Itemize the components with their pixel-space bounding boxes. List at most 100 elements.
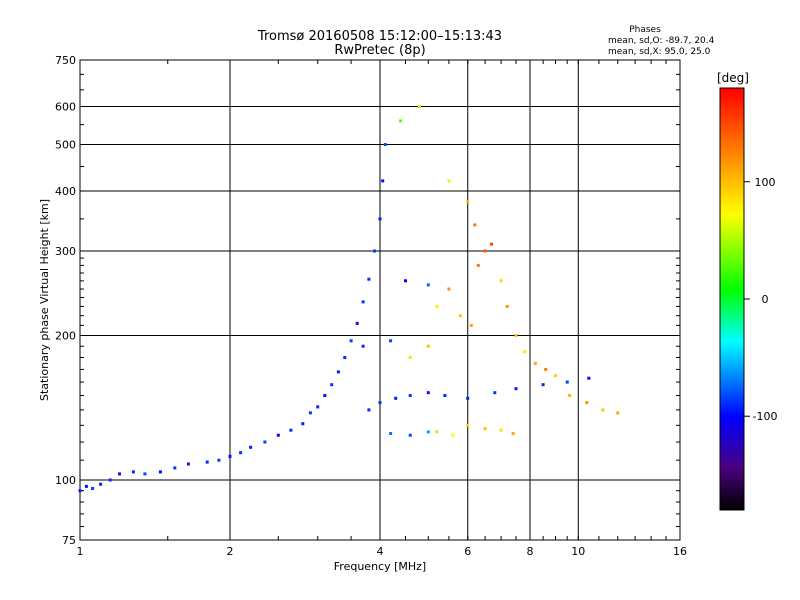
y-axis-label: Stationary phase Virtual Height [km] [38,199,51,401]
data-point [367,408,371,412]
data-point [330,383,334,387]
data-point [301,422,305,426]
data-point [316,405,320,409]
data-point [205,460,209,464]
data-point [435,430,439,434]
y-tick-label: 300 [55,245,76,258]
y-tick-label: 75 [62,534,76,547]
data-point [541,383,545,387]
x-tick-label: 1 [77,545,84,558]
x-tick-label: 6 [464,545,471,558]
data-point [158,470,162,474]
data-point [493,391,497,395]
x-tick-labels: 1 2 4 6 8 10 16 [77,60,687,558]
colorbar-tick-label: 100 [755,176,776,189]
x-axis-label: Frequency [MHz] [334,560,426,573]
chart-title: Tromsø 20160508 15:12:00–15:13:43 [257,29,502,44]
data-point [533,361,537,365]
data-point [118,472,121,476]
scatter-points [78,105,620,493]
data-point [458,314,462,318]
data-point [99,482,103,486]
data-point [466,200,470,204]
data-point [336,370,340,374]
data-point [447,179,451,183]
data-point [523,350,526,354]
data-point [514,387,518,391]
data-point [349,339,353,343]
data-point [505,304,509,308]
data-point [426,344,430,348]
data-point [483,249,487,253]
data-point [616,411,620,415]
data-point [263,440,267,444]
data-point [511,432,515,435]
colorbar-tick-label: -100 [753,410,778,423]
phases-x-line: mean, sd,X: 95.0, 25.0 [608,47,711,57]
data-point [143,472,147,476]
data-point [186,462,190,466]
y-tick-label: 600 [55,101,76,114]
data-point [426,391,430,395]
data-point [383,143,387,146]
data-point [476,263,480,267]
x-tick-label: 16 [673,545,687,558]
data-point [361,300,365,304]
data-point [381,179,385,183]
data-point [108,478,112,482]
data-point [554,374,557,378]
phases-title: Phases [629,25,661,35]
x-tick-label: 8 [527,545,534,558]
data-point [355,321,359,325]
data-point [418,105,421,108]
y-tick-label: 200 [55,330,76,343]
data-point [544,367,548,371]
data-point [466,423,470,427]
data-point [367,277,371,281]
y-tick-label: 100 [55,474,76,487]
data-point [91,487,95,490]
y-tick-labels: 75 100 200 300 400 500 600 750 [55,54,680,547]
data-point [343,356,347,359]
data-point [217,458,221,462]
phases-o-line: mean, sd,O: -89.7, 20.4 [608,36,715,46]
data-point [389,432,393,435]
data-point [361,344,365,348]
x-tick-label: 4 [377,545,384,558]
data-point [389,339,393,343]
data-point [173,466,177,470]
data-point [473,223,477,227]
data-point [451,433,455,437]
data-point [404,279,407,283]
colorbar-tick-labels: 100 0 -100 [744,176,777,423]
data-point [84,484,88,488]
data-point [426,430,430,434]
chart-subtitle: RwPretec (8p) [334,43,425,58]
data-point [323,394,327,397]
x-tick-label: 2 [227,545,234,558]
colorbar-tick-label: 0 [762,293,769,306]
data-point [601,408,605,412]
data-point [378,401,382,405]
y-tick-label: 500 [55,139,76,152]
data-point [587,376,591,380]
data-point [394,396,398,400]
data-point [408,394,412,397]
data-point [399,119,403,123]
colorbar-label: [deg] [717,71,749,85]
data-point [435,304,439,308]
data-point [239,451,243,455]
data-point [469,323,473,327]
data-point [499,428,503,432]
data-point [585,401,589,405]
y-tick-label: 400 [55,185,76,198]
data-point [408,356,412,359]
data-point [289,428,293,432]
data-point [408,433,412,437]
x-tick-label: 10 [571,545,585,558]
data-point [228,454,232,458]
data-point [568,394,571,397]
data-point [276,433,280,437]
data-point [426,283,430,287]
